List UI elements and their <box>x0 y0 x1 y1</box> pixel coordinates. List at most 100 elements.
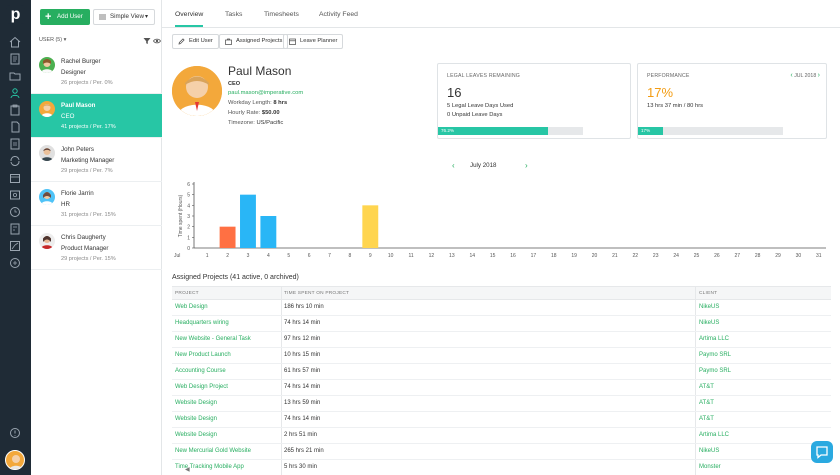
x-tick-label: 15 <box>490 253 496 259</box>
user-list-item[interactable]: Rachel Burger Designer 26 projects / Per… <box>31 50 162 94</box>
col-client: CLIENT <box>699 291 718 296</box>
x-tick-label: 12 <box>429 253 435 259</box>
project-name-link[interactable]: Web Design <box>175 304 208 310</box>
tab-timesheets[interactable]: Timesheets <box>264 11 299 18</box>
view-mode-dropdown[interactable]: Simple View ▾ <box>93 9 155 25</box>
project-name-link[interactable]: Time Tracking Mobile App <box>175 464 244 470</box>
table-row[interactable]: Accounting Course 61 hrs 57 min Paymo SRL <box>172 364 831 380</box>
client-link[interactable]: Monster <box>699 464 721 470</box>
avatar <box>39 101 55 117</box>
collapse-panel-icon[interactable]: ◀ <box>185 467 190 473</box>
document-icon[interactable] <box>8 120 22 134</box>
users-icon[interactable] <box>8 86 22 100</box>
performance-month-nav[interactable]: ‹ JUL 2018 › <box>790 72 820 79</box>
chart-icon[interactable] <box>8 239 22 253</box>
x-tick-label: 3 <box>247 253 250 259</box>
x-tick-label: 13 <box>449 253 455 259</box>
project-name-link[interactable]: Website Design <box>175 416 217 422</box>
profile-email[interactable]: paul.mason@imperative.com <box>228 90 304 96</box>
y-tick-label: 6 <box>187 182 190 188</box>
tab-activity-feed[interactable]: Activity Feed <box>319 11 358 18</box>
project-name-link[interactable]: Headquarters wiring <box>175 320 229 326</box>
performance-value: 17% <box>647 85 674 100</box>
table-row[interactable]: Web Design Project 74 hrs 14 min AT&T <box>172 380 831 396</box>
eye-icon[interactable] <box>153 37 161 45</box>
table-row[interactable]: Time Tracking Mobile App 5 hrs 30 min Mons… <box>172 460 831 475</box>
time-spent-cell: 74 hrs 14 min <box>284 416 321 422</box>
next-month-icon[interactable]: › <box>525 161 528 170</box>
client-link[interactable]: Artima LLC <box>699 336 730 342</box>
table-row[interactable]: Headquarters wiring 74 hrs 14 min NikeUS <box>172 316 831 332</box>
table-row[interactable]: Web Design 186 hrs 10 min NikeUS <box>172 300 831 316</box>
project-name-link[interactable]: New Website - General Task <box>175 336 251 342</box>
calendar-icon[interactable] <box>8 171 22 185</box>
home-icon[interactable] <box>8 35 22 49</box>
user-list-panel: + Add User Simple View ▾ USER (5) ▾ Rache… <box>31 0 190 475</box>
x-tick-label: 6 <box>308 253 311 259</box>
table-row[interactable]: New Website - General Task 97 hrs 12 min A… <box>172 332 831 348</box>
paymo-logo[interactable]: p <box>6 5 25 24</box>
leave-planner-button[interactable]: Leave Planner <box>283 34 344 49</box>
reports-icon[interactable] <box>8 52 22 66</box>
client-link[interactable]: AT&T <box>699 416 714 422</box>
x-tick-label: 28 <box>755 253 761 259</box>
estimates-icon[interactable] <box>8 222 22 236</box>
project-name-link[interactable]: New Product Launch <box>175 352 231 358</box>
project-name-link[interactable]: Website Design <box>175 400 217 406</box>
project-name-link[interactable]: New Mercurial Gold Website <box>175 448 251 454</box>
performance-progress-bar: 17% <box>638 127 783 135</box>
workday-length: Workday Length: 8 hrs <box>228 100 288 106</box>
help-icon[interactable] <box>8 426 22 440</box>
x-tick-label: 11 <box>408 253 413 259</box>
expenses-icon[interactable] <box>8 188 22 202</box>
x-tick-label: 19 <box>571 253 577 259</box>
table-row[interactable]: Website Design 74 hrs 14 min AT&T <box>172 412 831 428</box>
chevron-down-icon: ▾ <box>144 14 148 20</box>
add-user-button[interactable]: + Add User <box>40 9 90 25</box>
user-sort-dropdown[interactable]: USER (5) <box>39 37 63 43</box>
table-row[interactable]: Website Design 13 hrs 59 min AT&T <box>172 396 831 412</box>
client-link[interactable]: AT&T <box>699 384 714 390</box>
table-row[interactable]: New Product Launch 10 hrs 15 min Paymo SRL <box>172 348 831 364</box>
user-list-item[interactable]: Chris Daugherty Product Manager 29 proje… <box>31 226 162 270</box>
filter-icon[interactable] <box>143 37 151 45</box>
time-spent-cell: 10 hrs 15 min <box>284 352 321 358</box>
client-link[interactable]: NikeUS <box>699 320 720 326</box>
project-name-link[interactable]: Accounting Course <box>175 368 226 374</box>
tab-overview[interactable]: Overview <box>175 11 204 27</box>
x-tick-label: 27 <box>734 253 740 259</box>
client-link[interactable]: Artima LLC <box>699 432 730 438</box>
current-user-avatar[interactable] <box>5 450 25 470</box>
client-link[interactable]: Paymo SRL <box>699 368 732 374</box>
invoice-icon[interactable] <box>8 137 22 151</box>
project-name-link[interactable]: Website Design <box>175 432 217 438</box>
user-list-item[interactable]: Paul Mason CEO 41 projects / Per. 17% <box>31 94 162 138</box>
folder-icon[interactable] <box>8 69 22 83</box>
prev-month-icon[interactable]: ‹ <box>452 161 455 170</box>
chevron-left-icon: ‹ <box>790 72 793 79</box>
table-row[interactable]: New Mercurial Gold Website 265 hrs 21 min… <box>172 444 831 460</box>
user-list-item[interactable]: John Peters Marketing Manager 29 project… <box>31 138 162 182</box>
x-tick-label: 2 <box>226 253 229 259</box>
x-tick-label: 22 <box>633 253 639 259</box>
tab-tasks[interactable]: Tasks <box>225 11 243 18</box>
timer-icon[interactable] <box>8 205 22 219</box>
client-link[interactable]: NikeUS <box>699 304 720 310</box>
client-link[interactable]: Paymo SRL <box>699 352 732 358</box>
avatar <box>39 145 55 161</box>
table-row[interactable]: Website Design 2 hrs 51 min Artima LLC <box>172 428 831 444</box>
plus-icon: + <box>45 11 52 23</box>
x-tick-label: 20 <box>592 253 598 259</box>
y-axis-label: Time spent (Hours) <box>178 194 184 237</box>
assigned-projects-button[interactable]: Assigned Projects <box>219 34 289 49</box>
chat-widget-button[interactable] <box>811 441 833 463</box>
recurring-icon[interactable] <box>8 154 22 168</box>
edit-user-button[interactable]: Edit User <box>172 34 219 49</box>
add-circle-icon[interactable] <box>8 256 22 270</box>
user-list-item[interactable]: Florie Jarrin HR 31 projects / Per. 15% <box>31 182 162 226</box>
client-link[interactable]: AT&T <box>699 400 714 406</box>
clipboard-icon[interactable] <box>8 103 22 117</box>
client-link[interactable]: NikeUS <box>699 448 720 454</box>
project-name-link[interactable]: Web Design Project <box>175 384 228 390</box>
